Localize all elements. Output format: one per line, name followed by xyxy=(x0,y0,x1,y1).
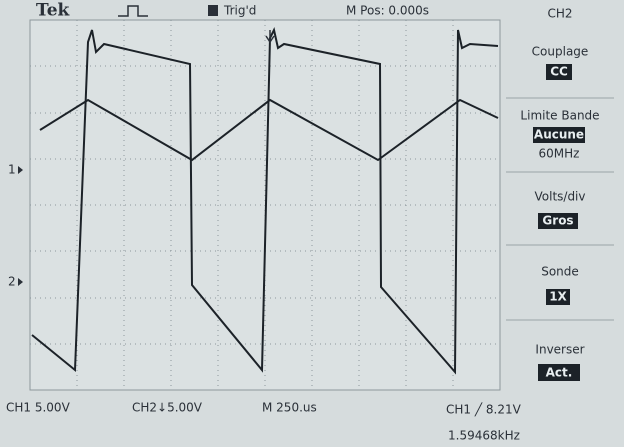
time-scale: M 250.us xyxy=(262,401,317,415)
trigger-level: CH1 ╱ 8.21V xyxy=(446,402,522,417)
frequency: 1.59468kHz xyxy=(448,429,520,443)
ch2-scale: CH2↓5.00V xyxy=(132,401,203,415)
menu-label[interactable]: Couplage xyxy=(532,45,589,59)
menu-label[interactable]: Inverser xyxy=(535,343,584,357)
menu-value[interactable]: Act. xyxy=(546,366,573,380)
trigger-icon xyxy=(208,5,218,16)
ch1-marker: 1 xyxy=(8,163,16,177)
position: M Pos: 0.000s xyxy=(346,4,429,18)
menu-label[interactable]: Limite Bande xyxy=(520,109,599,123)
menu-note: 60MHz xyxy=(539,147,580,161)
trigger-status: Trig'd xyxy=(223,4,256,18)
ch1-scale: CH1 5.00V xyxy=(6,401,71,415)
menu-value[interactable]: Gros xyxy=(542,214,573,228)
channel-title: CH2 xyxy=(547,7,572,21)
menu-value[interactable]: Aucune xyxy=(534,128,584,142)
menu-value[interactable]: CC xyxy=(550,65,568,79)
menu-label[interactable]: Sonde xyxy=(541,265,579,279)
scope-screen: Tek Trig'd M Pos: 0.000s CH2 1 2 Couplag… xyxy=(0,0,624,447)
menu-label[interactable]: Volts/div xyxy=(534,190,585,204)
brand: Tek xyxy=(36,1,71,21)
page: Tek Trig'd M Pos: 0.000s CH2 1 2 Couplag… xyxy=(0,0,624,447)
menu-value[interactable]: 1X xyxy=(549,290,567,304)
ch2-marker: 2 xyxy=(8,275,16,289)
